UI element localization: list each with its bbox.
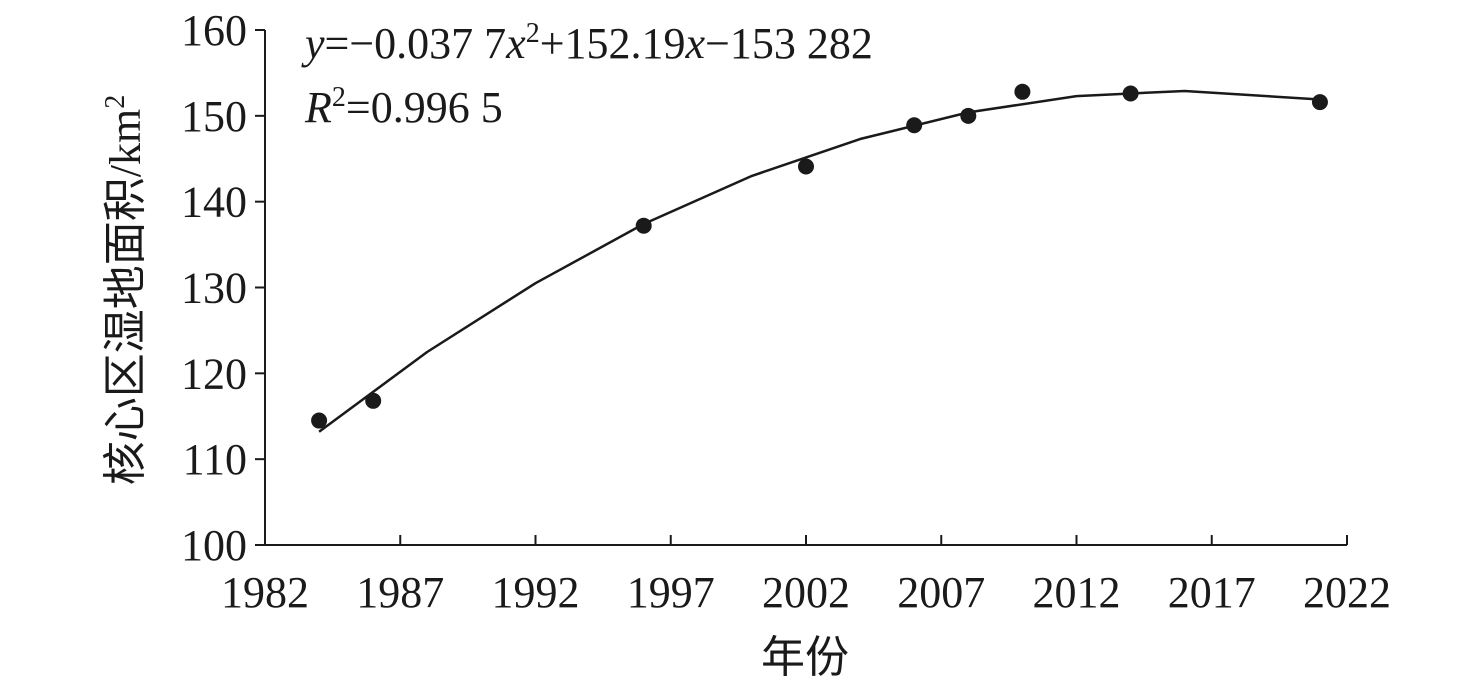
x-tick-label: 1987 xyxy=(356,568,444,617)
x-tick-label: 1997 xyxy=(627,568,715,617)
y-tick-label: 140 xyxy=(181,178,247,227)
x-tick-label: 2012 xyxy=(1033,568,1121,617)
y-tick-label: 100 xyxy=(181,521,247,570)
eq-part: y xyxy=(301,19,325,68)
x-tick-label: 2017 xyxy=(1168,568,1256,617)
y-label-sup: 2 xyxy=(100,95,131,109)
data-point xyxy=(1122,85,1139,102)
y-tick-label: 130 xyxy=(181,264,247,313)
x-tick-label: 2022 xyxy=(1303,568,1391,617)
x-tick-label: 2007 xyxy=(897,568,985,617)
data-point xyxy=(798,158,814,175)
eq-part: x xyxy=(685,19,706,68)
eq-sup: 2 xyxy=(526,18,540,49)
x-tick-label: 2002 xyxy=(762,568,850,617)
eq-part: −153 282 xyxy=(705,19,873,68)
data-point xyxy=(311,412,328,429)
y-label-text: 核心区湿地面积/km xyxy=(101,109,150,485)
data-point xyxy=(906,117,923,134)
data-point xyxy=(365,392,382,409)
eq-part: +152.19 xyxy=(540,19,686,68)
r2-part: R xyxy=(304,83,332,132)
data-point xyxy=(1311,94,1328,111)
r2-part: =0.996 5 xyxy=(346,83,503,132)
y-tick-label: 160 xyxy=(181,6,247,55)
x-tick-label: 1992 xyxy=(492,568,580,617)
r-squared: R2=0.996 5 xyxy=(304,82,503,132)
y-tick-label: 150 xyxy=(181,92,247,141)
data-point xyxy=(960,107,977,124)
equation: y=−0.037 7x2+152.19x−153 282 xyxy=(301,18,873,68)
x-axis-label: 年份 xyxy=(761,633,849,682)
r2-sup: 2 xyxy=(332,82,346,113)
fit-curve xyxy=(318,89,1321,433)
y-tick-label: 120 xyxy=(181,349,247,398)
x-tick-label: 1982 xyxy=(221,568,309,617)
y-tick-label: 110 xyxy=(183,435,247,484)
eq-part: x xyxy=(505,19,526,68)
data-point xyxy=(1014,83,1031,100)
y-axis-label: 核心区湿地面积/km2 xyxy=(100,95,150,485)
data-point xyxy=(635,217,652,234)
eq-part: =−0.037 7 xyxy=(325,19,507,68)
